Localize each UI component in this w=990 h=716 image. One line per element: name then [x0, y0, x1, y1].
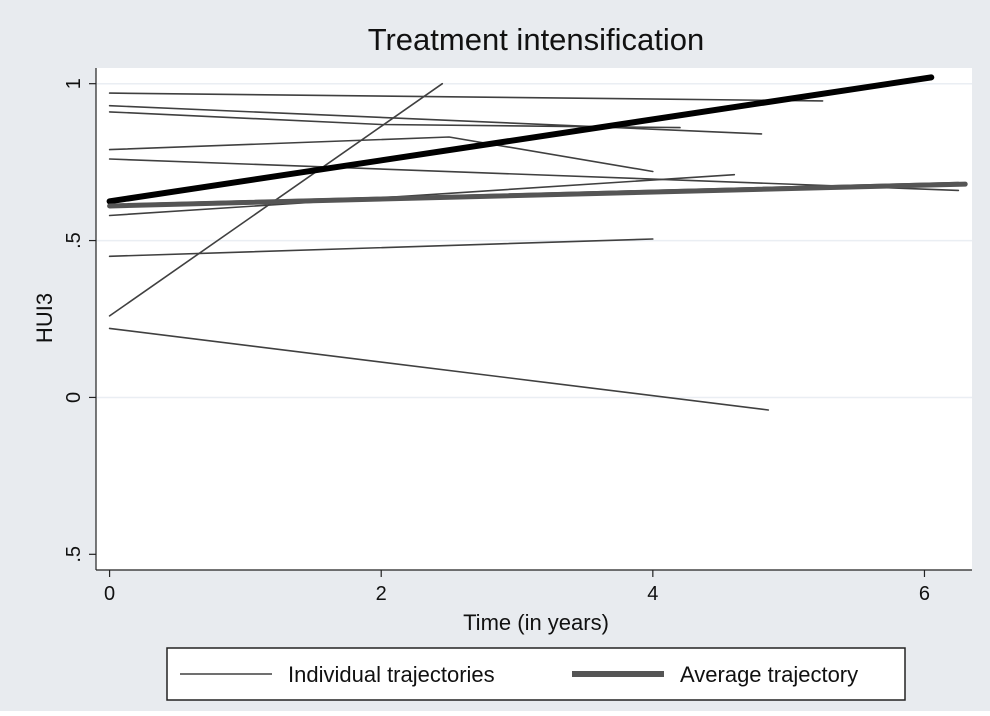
y-tick-label: 0	[63, 392, 85, 403]
individual-trajectory	[108, 136, 654, 173]
individual-trajectory	[108, 327, 770, 411]
y-tick-label: 1	[63, 78, 85, 89]
chart-title: Treatment intensification	[368, 22, 705, 57]
individual-trajectory	[108, 92, 824, 102]
series-group	[106, 74, 968, 411]
x-tick-label: 4	[647, 583, 658, 605]
gridlines	[96, 82, 972, 399]
legend-label-individual: Individual trajectories	[288, 662, 495, 687]
average-trajectory	[107, 181, 968, 209]
legend-label-average: Average trajectory	[680, 662, 858, 687]
average-trajectory	[106, 74, 935, 205]
axes	[95, 68, 972, 571]
individual-trajectory	[108, 158, 960, 192]
y-tick-label: .5	[63, 546, 85, 563]
y-axis-label: HUI3	[32, 293, 57, 343]
legend-box	[166, 647, 906, 701]
plot-area	[96, 68, 972, 570]
x-tick-label: 2	[376, 583, 387, 605]
ticks: 0 2 4 6 .5 0 .5 1	[63, 78, 930, 605]
individual-trajectory	[108, 111, 681, 129]
x-tick-label: 6	[919, 583, 930, 605]
legend: Individual trajectories Average trajecto…	[166, 647, 906, 701]
x-axis-label: Time (in years)	[463, 610, 609, 635]
individual-trajectory	[108, 173, 736, 217]
individual-trajectory	[108, 104, 763, 135]
y-tick-label: .5	[63, 232, 85, 249]
x-tick-label: 0	[104, 583, 115, 605]
